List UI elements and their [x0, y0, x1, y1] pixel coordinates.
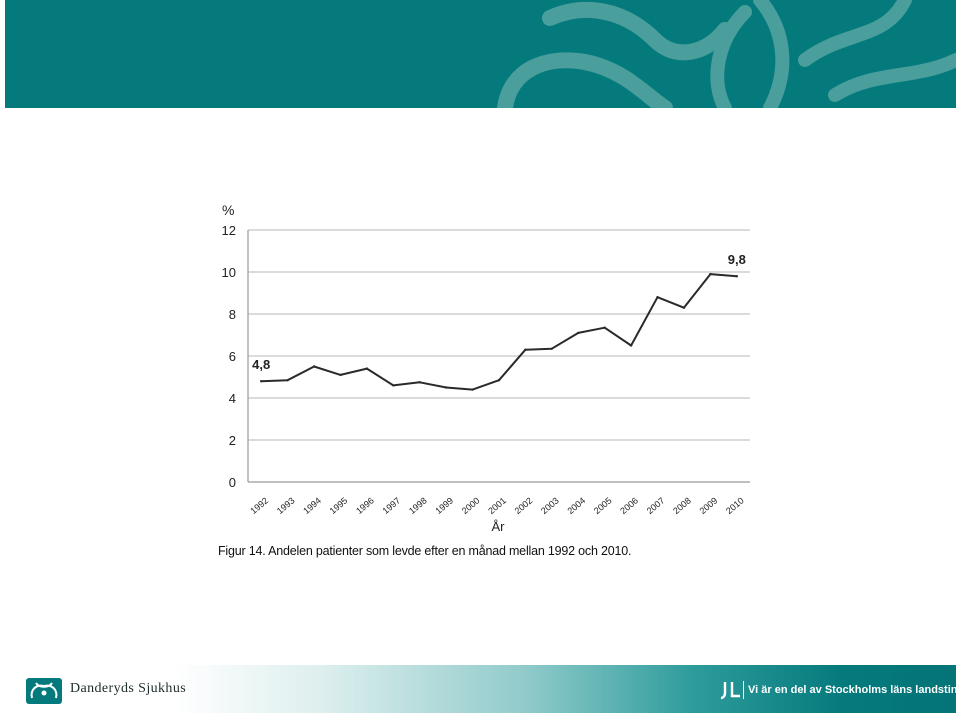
- x-tick-label: 1997: [381, 495, 403, 516]
- x-tick-label: 1993: [275, 495, 297, 516]
- data-label: 9,8: [728, 252, 746, 267]
- y-tick-label: 10: [222, 265, 236, 280]
- x-tick-label: 1996: [354, 495, 376, 516]
- y-tick-label: 2: [229, 433, 236, 448]
- data-point: [656, 296, 659, 299]
- data-point: [524, 348, 527, 351]
- decorative-flower-icon: [497, 0, 956, 108]
- data-point: [603, 326, 606, 329]
- x-tick-label: 2000: [460, 495, 482, 516]
- header-band: [5, 0, 956, 108]
- data-point: [682, 306, 686, 309]
- data-point: [286, 378, 289, 382]
- footer-band: [5, 665, 956, 713]
- y-tick-label: 12: [222, 223, 236, 238]
- x-tick-label: 2007: [645, 495, 667, 516]
- series-line: [261, 273, 737, 391]
- data-point: [339, 373, 342, 377]
- x-tick-label: 2003: [539, 495, 561, 516]
- data-label: 4,8: [252, 357, 270, 372]
- data-point: [312, 365, 316, 368]
- x-tick-label: 2010: [724, 495, 746, 516]
- footer-tagline: Vi är en del av Stockholms läns landstin…: [748, 684, 960, 696]
- data-point: [735, 275, 738, 278]
- figure-caption: Figur 14. Andelen patienter som levde ef…: [218, 544, 632, 558]
- data-point: [418, 381, 421, 384]
- data-point: [444, 386, 448, 389]
- x-tick-label: 1999: [433, 495, 455, 516]
- data-point: [709, 272, 712, 276]
- y-tick-label: 8: [229, 307, 236, 322]
- x-tick-label: 2002: [513, 495, 535, 516]
- x-tick-label: 1992: [248, 495, 270, 516]
- x-tick-label: 2001: [486, 495, 508, 516]
- x-tick-label: 2009: [698, 495, 720, 516]
- x-tick-label: 2008: [671, 495, 693, 516]
- line-chart: 0 2 4 6 8 10 12 1992 1993 1994 1995 1996 1997 1998 199…: [222, 202, 750, 534]
- data-point: [577, 331, 580, 335]
- footer-logo-text: Danderyds Sjukhus: [70, 681, 187, 696]
- x-tick-label: 2004: [565, 495, 587, 516]
- x-tick-label: 1994: [301, 495, 323, 516]
- data-point: [629, 344, 633, 347]
- data-point: [260, 380, 263, 383]
- footer-separator: [743, 681, 744, 699]
- sll-logo-icon: [720, 682, 740, 700]
- y-tick-label: 6: [229, 349, 236, 364]
- data-point: [497, 378, 501, 382]
- danderyd-flower-icon: [26, 678, 62, 704]
- y-tick-label: 0: [229, 475, 236, 490]
- x-tick-label: 2005: [592, 495, 614, 516]
- data-point: [471, 388, 474, 391]
- x-axis-label: År: [492, 519, 506, 534]
- data-point: [365, 367, 369, 370]
- y-axis-label: %: [222, 202, 234, 218]
- data-point: [392, 384, 395, 387]
- x-tick-label: 1995: [328, 495, 350, 516]
- y-tick-label: 4: [229, 391, 236, 406]
- x-tick-label: 2006: [618, 495, 640, 516]
- x-tick-label: 1998: [407, 495, 429, 516]
- data-point: [550, 347, 554, 350]
